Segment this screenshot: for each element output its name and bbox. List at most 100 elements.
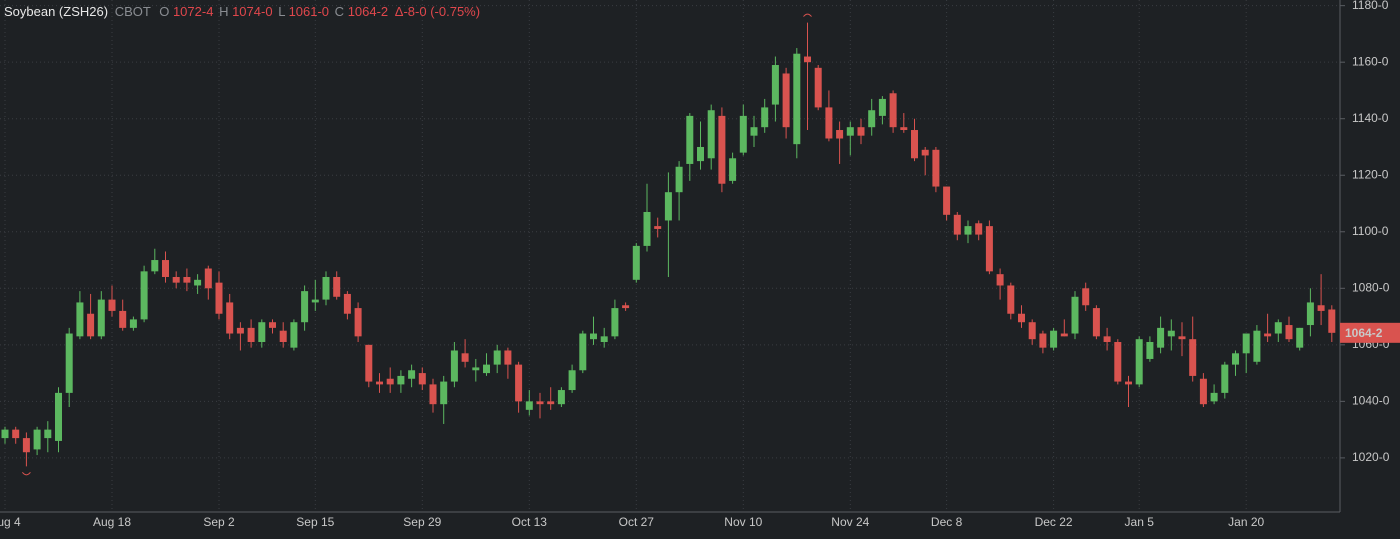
candle-body	[964, 226, 972, 235]
candle-body	[140, 271, 148, 320]
y-tick-label: 1120-0	[1352, 167, 1389, 181]
candle-body	[771, 65, 779, 105]
candle-body	[1274, 322, 1282, 334]
x-tick-label: Nov 24	[831, 515, 869, 529]
change-value: Δ-8-0 (-0.75%)	[395, 4, 480, 19]
candle-body	[12, 429, 20, 439]
candle-body	[804, 56, 811, 63]
candle-body	[290, 322, 298, 348]
candle-body	[568, 370, 576, 391]
candle-body	[129, 319, 137, 328]
candle-body	[97, 299, 105, 337]
candle-body	[1328, 309, 1336, 333]
high-value: 1074-0	[232, 4, 272, 19]
candle-body	[76, 302, 84, 337]
candle-body	[172, 276, 180, 283]
x-tick-label: Aug 4	[0, 515, 21, 529]
y-tick-label: 1180-0	[1352, 0, 1389, 12]
candle-body	[1306, 302, 1314, 326]
header: Soybean (ZSH26) CBOT O 1072-4 H 1074-0 L…	[4, 4, 480, 19]
high-marker	[803, 13, 812, 17]
candle-body	[119, 310, 127, 328]
candle-body	[55, 392, 62, 441]
candle-body	[557, 390, 565, 405]
x-tick-label: Nov 10	[724, 515, 762, 529]
candle-body	[664, 192, 672, 221]
candle-body	[686, 115, 694, 164]
y-tick-label: 1140-0	[1352, 111, 1389, 125]
candle-body	[654, 226, 662, 229]
candle-body	[857, 127, 865, 136]
candle-body	[932, 149, 940, 187]
candle-body	[1007, 285, 1015, 314]
candle-body	[386, 378, 394, 385]
candle-body	[547, 401, 555, 405]
low-value: 1061-0	[289, 4, 329, 19]
candle-body	[1189, 339, 1197, 376]
close-value: 1064-2	[348, 4, 388, 19]
candle-body	[1039, 333, 1047, 348]
candle-body	[504, 350, 512, 365]
candle-body	[943, 186, 951, 215]
candle-body	[975, 223, 983, 235]
candle-body	[1264, 333, 1272, 337]
low-key: L	[278, 4, 285, 19]
candle-body	[889, 93, 897, 128]
candle-body	[429, 384, 437, 405]
candle-body	[868, 110, 876, 128]
candle-body	[151, 260, 159, 272]
x-tick-label: Dec 8	[931, 515, 963, 529]
candle-body	[836, 130, 844, 139]
candle-body	[1210, 392, 1218, 402]
candle-body	[1146, 342, 1154, 359]
candle-body	[44, 429, 52, 439]
candle-body	[322, 276, 330, 300]
candle-body	[311, 299, 319, 303]
candle-body	[793, 53, 801, 145]
symbol-title: Soybean (ZSH26)	[4, 4, 108, 19]
candle-body	[782, 73, 790, 128]
low-marker	[22, 472, 31, 476]
candle-body	[408, 370, 416, 379]
candle-body	[1103, 336, 1111, 343]
candle-body	[1125, 381, 1132, 385]
candle-body	[697, 146, 704, 162]
y-tick-label: 1160-0	[1352, 54, 1389, 68]
candle-body	[739, 115, 747, 153]
candle-body	[397, 375, 405, 385]
candle-body	[1028, 322, 1036, 340]
candle-body	[1157, 327, 1165, 348]
candle-body	[183, 276, 191, 283]
candle-body	[622, 305, 630, 309]
candles	[1, 13, 1336, 476]
candle-body	[333, 276, 341, 297]
candle-body	[450, 350, 458, 382]
candle-body	[226, 302, 234, 334]
candle-body	[536, 401, 544, 405]
x-tick-label: Jan 20	[1228, 515, 1264, 529]
candle-body	[365, 344, 373, 382]
candle-body	[1178, 336, 1186, 340]
candle-body	[1242, 333, 1250, 354]
candle-body	[1018, 313, 1025, 323]
candle-body	[1071, 296, 1079, 334]
candle-body	[729, 158, 737, 181]
candle-body	[707, 110, 715, 159]
candle-body	[194, 279, 202, 286]
candle-body	[215, 282, 223, 314]
candle-body	[921, 149, 929, 156]
candle-body	[33, 429, 41, 450]
candle-body	[611, 308, 619, 337]
candle-body	[108, 299, 116, 311]
candle-body	[825, 107, 833, 139]
candle-body	[996, 274, 1004, 286]
candle-body	[376, 381, 383, 385]
candle-body	[761, 107, 769, 128]
candle-body	[87, 313, 95, 337]
candle-body	[579, 333, 587, 371]
candle-body	[461, 353, 469, 362]
candle-body	[1167, 330, 1175, 337]
candle-body	[1092, 308, 1100, 337]
